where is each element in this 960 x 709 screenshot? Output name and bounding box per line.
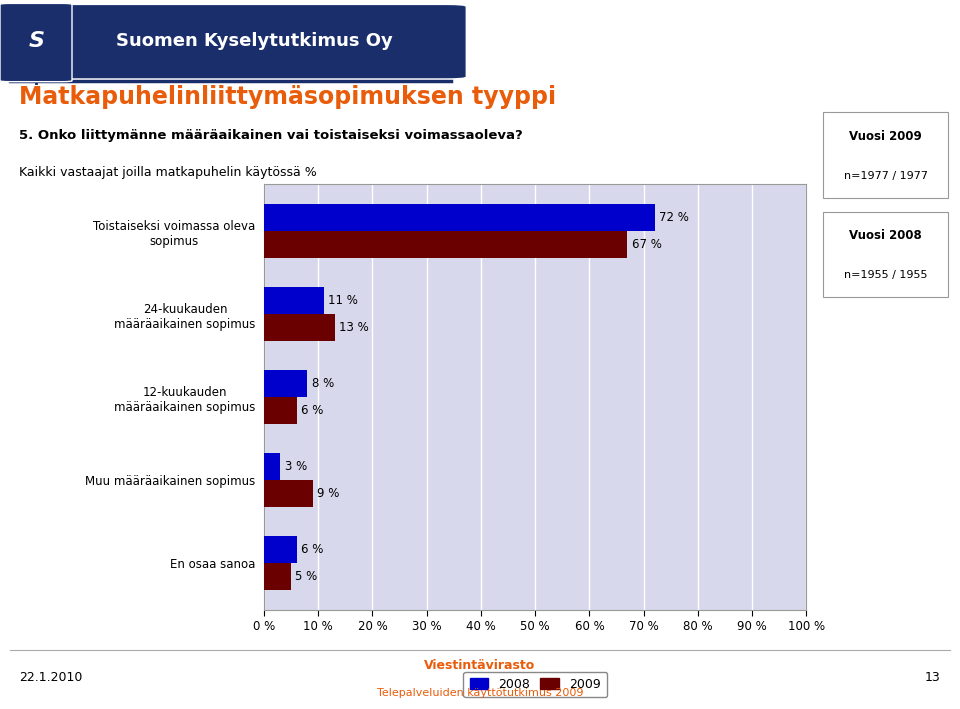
Text: n=1955 / 1955: n=1955 / 1955 <box>844 270 927 280</box>
Text: 3 %: 3 % <box>284 460 307 473</box>
Text: 72 %: 72 % <box>659 211 688 224</box>
Text: 5. Onko liittymänne määräaikainen vai toistaiseksi voimassaoleva?: 5. Onko liittymänne määräaikainen vai to… <box>19 129 523 143</box>
Bar <box>264 452 280 480</box>
FancyBboxPatch shape <box>824 211 948 297</box>
Bar <box>264 203 655 231</box>
Text: 67 %: 67 % <box>632 238 661 251</box>
Bar <box>264 535 297 563</box>
Text: 6 %: 6 % <box>300 543 324 556</box>
Bar <box>264 369 307 397</box>
Text: Viestintävirasto: Viestintävirasto <box>424 659 536 672</box>
Text: 11 %: 11 % <box>328 294 358 307</box>
FancyBboxPatch shape <box>0 4 72 82</box>
Text: 8 %: 8 % <box>312 377 334 390</box>
Text: n=1977 / 1977: n=1977 / 1977 <box>844 171 927 181</box>
Text: Suomen Kyselytutkimus Oy: Suomen Kyselytutkimus Oy <box>116 32 393 50</box>
Bar <box>264 286 324 314</box>
Bar <box>264 314 334 342</box>
Text: Matkapuhelinliittymäsopimuksen tyyppi: Matkapuhelinliittymäsopimuksen tyyppi <box>19 85 557 109</box>
Text: 5 %: 5 % <box>296 570 318 584</box>
Text: 6 %: 6 % <box>300 404 324 417</box>
Bar <box>264 231 628 259</box>
Text: Vuosi 2009: Vuosi 2009 <box>850 130 922 143</box>
Text: 13: 13 <box>925 671 941 683</box>
Text: Telepalveluiden käyttötutkimus 2009: Telepalveluiden käyttötutkimus 2009 <box>376 688 584 698</box>
Text: Vuosi 2008: Vuosi 2008 <box>850 229 922 242</box>
Bar <box>264 480 313 508</box>
Text: 9 %: 9 % <box>317 487 340 501</box>
FancyBboxPatch shape <box>34 5 466 78</box>
Text: S: S <box>29 30 44 51</box>
Bar <box>264 563 291 591</box>
Legend: 2008, 2009: 2008, 2009 <box>464 671 607 697</box>
Bar <box>264 397 297 425</box>
Text: 22.1.2010: 22.1.2010 <box>19 671 83 683</box>
FancyBboxPatch shape <box>824 112 948 198</box>
Text: Kaikki vastaajat joilla matkapuhelin käytössä %: Kaikki vastaajat joilla matkapuhelin käy… <box>19 166 317 179</box>
Text: 13 %: 13 % <box>339 321 369 334</box>
